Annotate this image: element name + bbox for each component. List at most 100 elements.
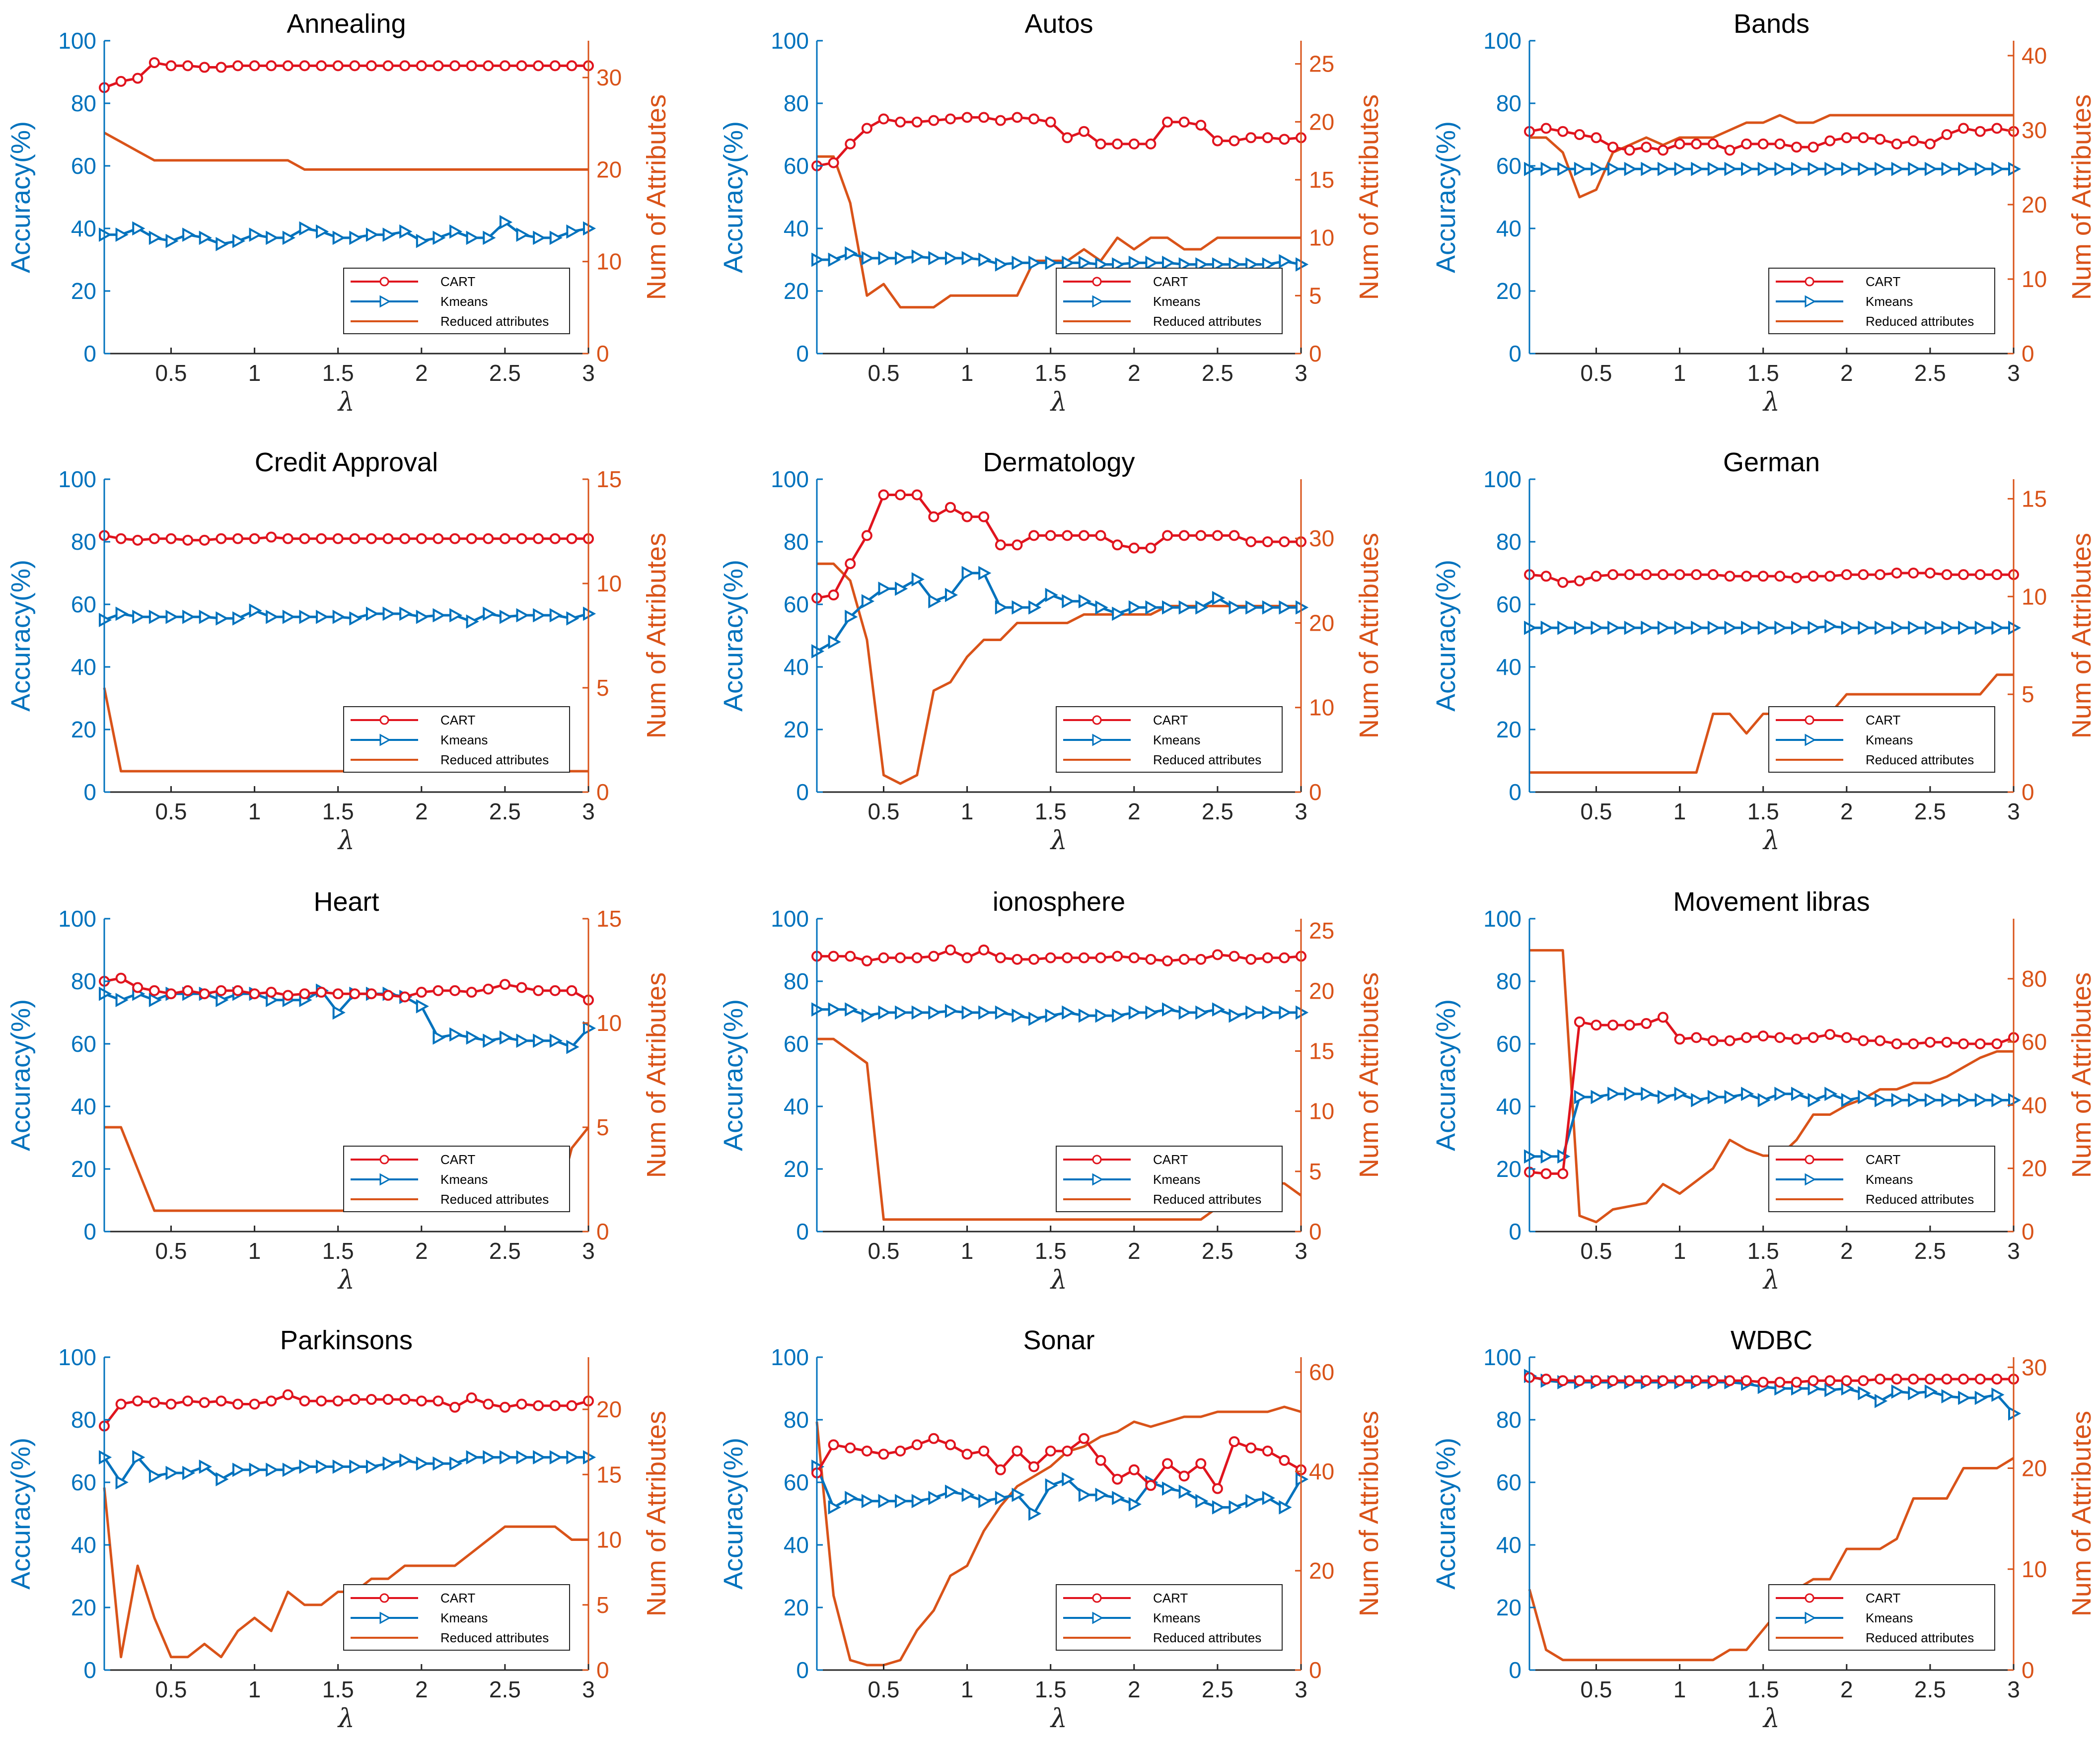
x-tick-label: 0.5	[868, 799, 900, 824]
kmeans-point	[978, 252, 992, 267]
x-tick-label: 1.5	[1035, 799, 1067, 824]
x-tick-label: 1	[1673, 799, 1686, 824]
cart-point	[1875, 1035, 1886, 1046]
cart-point	[1557, 126, 1569, 137]
legend-label: Reduced attributes	[1866, 1630, 1974, 1645]
kmeans-point	[1212, 1002, 1226, 1017]
cart-point	[1112, 138, 1123, 149]
kmeans-point	[115, 993, 129, 1008]
cart-point	[416, 533, 427, 544]
kmeans-point	[1941, 620, 1955, 635]
x-tick-label: 2	[415, 360, 428, 386]
left-tick-label: 40	[1496, 654, 1521, 680]
kmeans-point	[928, 251, 941, 266]
chart-title: Movement libras	[1673, 887, 1870, 917]
cart-point	[1724, 145, 1736, 156]
left-tick-label: 80	[784, 968, 809, 994]
cart-point	[282, 1389, 293, 1400]
cart-point	[1741, 138, 1752, 149]
kmeans-point	[1095, 600, 1108, 615]
legend-marker-circle	[379, 715, 389, 725]
kmeans-point	[282, 1462, 295, 1477]
x-tick-label: 3	[582, 360, 595, 386]
cart-point	[332, 988, 344, 1000]
kmeans-point	[1657, 161, 1671, 176]
kmeans-point	[1624, 161, 1637, 176]
cart-point	[216, 62, 227, 73]
cart-point	[416, 987, 427, 998]
kmeans-point	[944, 1484, 958, 1499]
x-axis-label: λ	[1762, 826, 1780, 856]
kmeans-point	[1062, 1005, 1075, 1020]
right-tick-label: 15	[2022, 486, 2047, 511]
x-tick-label: 2.5	[489, 360, 521, 386]
cart-point	[1808, 1375, 1819, 1386]
cart-point	[1657, 145, 1668, 156]
legend-label: Reduced attributes	[1153, 752, 1261, 767]
kmeans-point	[845, 1002, 858, 1017]
chart-title: Credit Approval	[255, 447, 438, 477]
x-tick-label: 2.5	[1202, 360, 1233, 386]
cart-point	[1574, 575, 1585, 586]
cart-point	[1858, 1375, 1869, 1386]
right-tick-label: 15	[596, 1461, 622, 1487]
kmeans-point	[1707, 620, 1721, 635]
cart-point	[566, 985, 578, 996]
kmeans-point	[466, 1450, 479, 1464]
x-tick-label: 1.5	[322, 1676, 354, 1702]
left-tick-label: 20	[71, 1595, 96, 1620]
kmeans-point	[1808, 161, 1821, 176]
kmeans-point	[895, 251, 908, 266]
cart-point	[566, 533, 578, 544]
cart-point	[266, 60, 277, 72]
kmeans-point	[828, 252, 841, 267]
cart-point	[1112, 1473, 1123, 1485]
cart-point	[1540, 123, 1552, 134]
right-tick-label: 20	[2022, 1156, 2047, 1181]
kmeans-point	[1078, 594, 1092, 609]
kmeans-point	[1540, 161, 1554, 176]
cart-point	[1974, 569, 1986, 581]
kmeans-point	[1279, 1005, 1292, 1020]
kmeans-point	[1841, 161, 1854, 176]
right-tick-label: 40	[1309, 1458, 1334, 1484]
cart-point	[1841, 132, 1852, 144]
legend-marker-circle	[1092, 715, 1102, 725]
cart-point	[1128, 952, 1140, 963]
legend-label: Reduced attributes	[1866, 1192, 1974, 1207]
cart-point	[433, 533, 444, 544]
chart-panel-9: 0.5 1 1.5 2 2.5 302040608010005101520Parkinso…	[6, 1325, 671, 1734]
kmeans-point	[1941, 1389, 1955, 1404]
cart-point	[232, 985, 243, 996]
kmeans-point	[499, 215, 513, 229]
kmeans-point	[845, 246, 858, 261]
kmeans-point	[115, 606, 129, 621]
cart-point	[449, 533, 461, 544]
kmeans-point	[1891, 1093, 1904, 1107]
cart-point	[449, 1401, 461, 1413]
kmeans-point	[1824, 161, 1838, 176]
right-tick-label: 10	[596, 1527, 622, 1553]
left-tick-label: 60	[784, 591, 809, 617]
cart-point	[1245, 536, 1257, 547]
kmeans-point	[1991, 1387, 2005, 1402]
y-axis-label-right: Num of Attributes	[2067, 94, 2097, 300]
kmeans-point	[182, 1465, 196, 1480]
legend: CART Kmeans Reduced attributes	[1056, 268, 1283, 334]
legend: CART Kmeans Reduced attributes	[343, 1146, 570, 1212]
cart-point	[911, 489, 923, 501]
kmeans-point	[216, 993, 229, 1008]
cart-point	[978, 511, 990, 522]
legend-label: Reduced attributes	[1153, 314, 1261, 329]
kmeans-point	[1095, 1487, 1108, 1502]
cart-point	[1607, 142, 1619, 153]
x-tick-label: 0.5	[1581, 360, 1612, 386]
cart-point	[1908, 568, 1919, 579]
x-tick-label: 0.5	[868, 360, 900, 386]
kmeans-point	[566, 611, 579, 626]
right-tick-label: 0	[2022, 1657, 2034, 1683]
kmeans-point	[1924, 620, 1938, 635]
cart-point	[861, 1446, 872, 1457]
kmeans-point	[1095, 257, 1108, 272]
cart-point	[845, 138, 856, 149]
